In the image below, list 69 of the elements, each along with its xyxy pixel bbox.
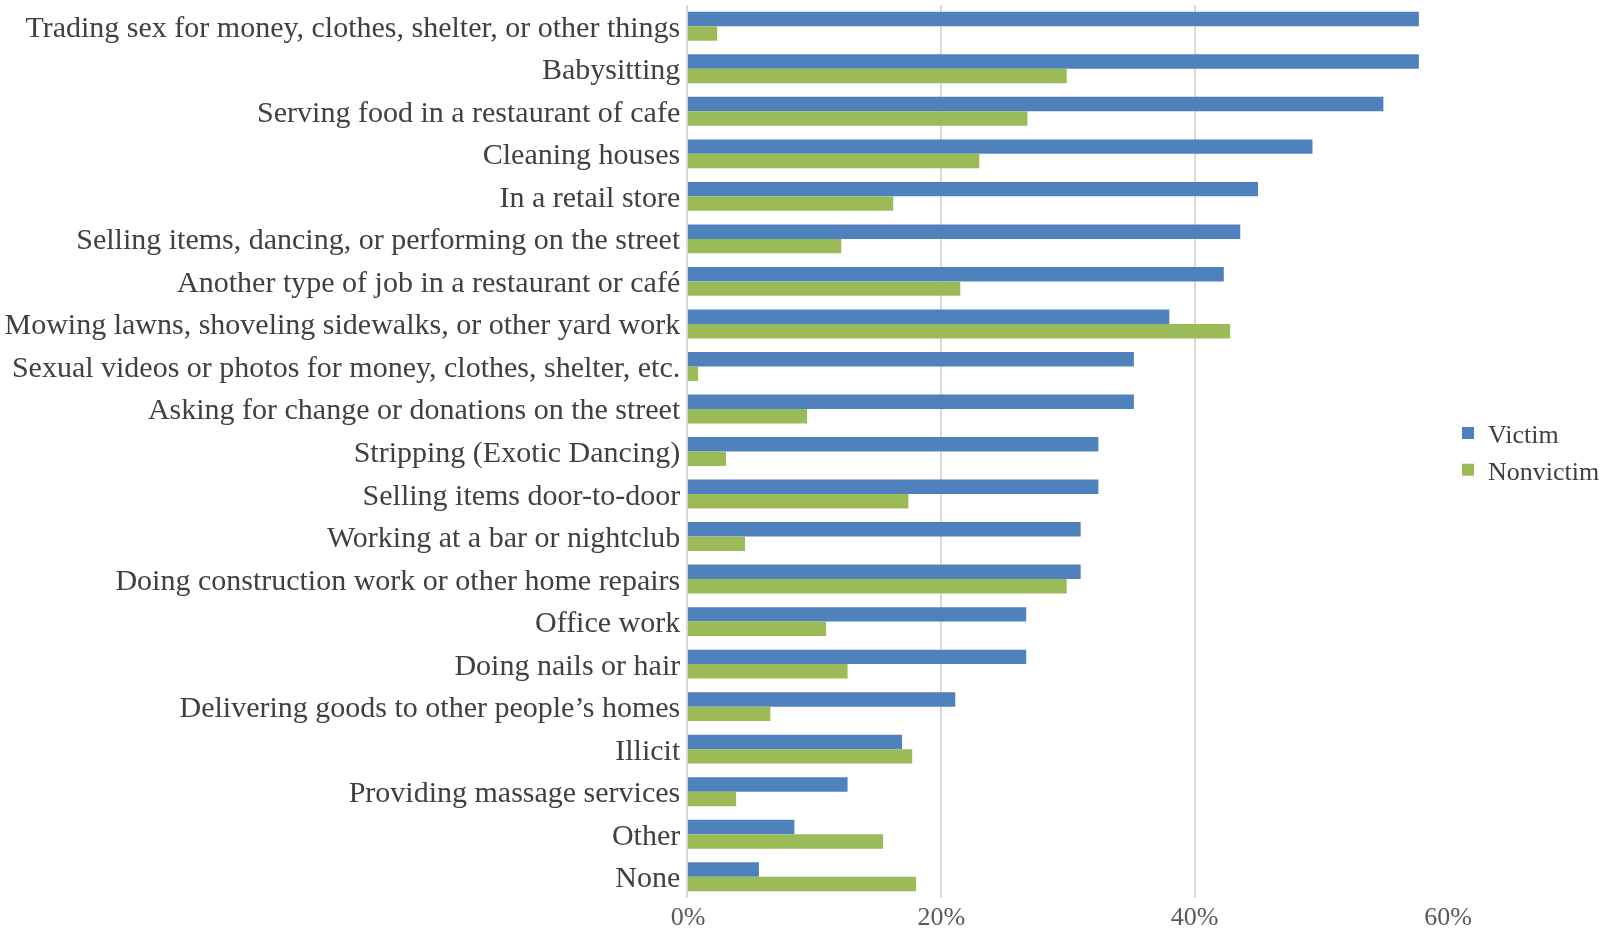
bar (688, 876, 916, 892)
bar (688, 522, 1081, 537)
bar (688, 153, 980, 169)
y-tick-label: In a retail store (499, 179, 681, 213)
y-tick-label: Mowing lawns, shoveling sidewalks, or other yard work (4, 307, 681, 341)
legend-label: Victim (1488, 420, 1559, 450)
bar (688, 196, 894, 211)
bar (688, 394, 1134, 409)
bar (688, 564, 1081, 580)
bar (688, 834, 884, 849)
y-tick-label: Another type of job in a restaurant or café (177, 264, 681, 298)
bar (688, 536, 745, 552)
bar (688, 791, 737, 807)
bar (688, 749, 913, 764)
bar (688, 366, 699, 381)
bar (688, 323, 1231, 339)
bar (688, 706, 771, 722)
bar (688, 68, 1067, 84)
y-tick-label: Delivering goods to other people’s homes (179, 690, 681, 724)
bar (688, 408, 808, 424)
bar (688, 579, 1067, 594)
bar (688, 309, 1170, 324)
bar (688, 479, 1099, 495)
y-tick-label: Stripping (Exotic Dancing) (353, 435, 681, 469)
bar (688, 607, 1027, 622)
bar (688, 181, 1258, 197)
bar (688, 96, 1384, 112)
bar (688, 734, 903, 750)
y-tick-label: Office work (535, 605, 681, 639)
bar (688, 451, 726, 466)
bar (688, 281, 961, 296)
y-tick-label: Sexual videos or photos for money, clothes, shelter, etc. (11, 349, 681, 383)
bar (688, 692, 956, 707)
y-tick-label: Asking for change or donations on the street (147, 392, 681, 426)
bar (688, 777, 848, 792)
y-tick-label: Doing nails or hair (454, 647, 681, 681)
bar (688, 437, 1099, 452)
y-tick-label: Babysitting (541, 52, 681, 86)
bar (688, 649, 1027, 665)
bar (688, 494, 909, 509)
bar (688, 238, 842, 254)
x-tick-label: 20% (917, 902, 966, 931)
y-tick-label: Other (611, 817, 681, 851)
y-tick-label: Selling items door-to-door (362, 477, 681, 511)
y-tick-label: Providing massage services (348, 775, 681, 809)
y-tick-label: Working at a bar or nightclub (326, 520, 681, 554)
bar (688, 621, 827, 637)
y-tick-label: Serving food in a restaurant of cafe (257, 94, 681, 128)
x-tick-label: 0% (670, 902, 706, 931)
bar (688, 819, 795, 835)
bar (688, 664, 848, 679)
bar (688, 266, 1224, 282)
y-tick-label: Selling items, dancing, or performing on the street (76, 222, 681, 256)
y-tick-label: None (615, 860, 681, 894)
bar (688, 862, 759, 877)
bar (688, 139, 1313, 154)
y-tick-label: Illicit (615, 732, 681, 766)
bar (688, 26, 718, 41)
bar (688, 11, 1419, 27)
x-tick-label: 60% (1424, 902, 1472, 931)
y-tick-label: Trading sex for money, clothes, shelter, or other things (25, 9, 681, 43)
x-tick-label: 40% (1170, 902, 1219, 931)
y-tick-label: Doing construction work or other home repairs (115, 562, 681, 596)
bar (688, 54, 1419, 69)
y-tick-label: Cleaning houses (482, 137, 681, 171)
bar (688, 111, 1028, 126)
legend-label: Nonvictim (1488, 456, 1600, 486)
bar (688, 351, 1134, 367)
bar (688, 224, 1241, 239)
